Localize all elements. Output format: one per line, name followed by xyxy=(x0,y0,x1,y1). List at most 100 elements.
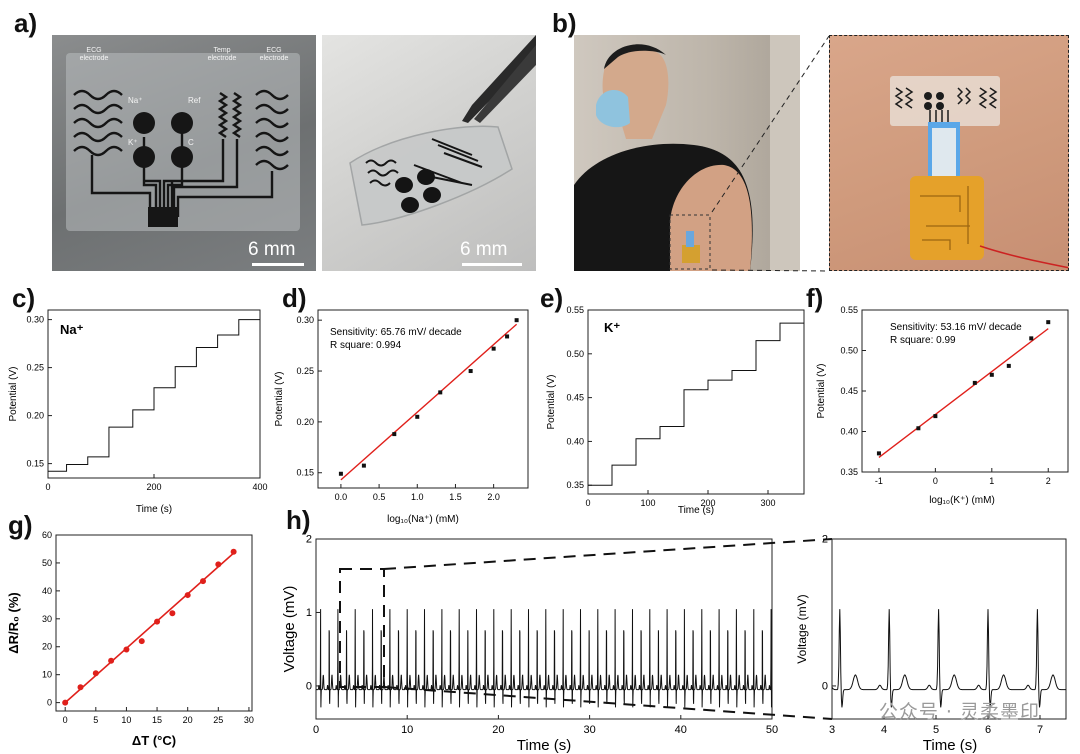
chart-d-point xyxy=(468,369,473,374)
chart-g-point xyxy=(62,699,69,706)
chart-h-xtick-label: 40 xyxy=(675,724,687,736)
chart-d-point xyxy=(438,390,443,395)
chart-g-point xyxy=(169,610,176,617)
chart-hz-xlabel: Time (s) xyxy=(923,737,977,754)
chart-d-annotation-1: Sensitivity: 65.76 mV/ decade xyxy=(330,327,462,338)
chart-c: Na⁺ 0 200 400 0.15 0.20 0.25 0.30 Time (s) Pot… xyxy=(8,309,268,515)
chart-e-ylabel: Potential (V) xyxy=(546,374,557,429)
chart-f-xtick-label: 0 xyxy=(933,476,938,486)
chart-f-xtick-label: 2 xyxy=(1046,476,1051,486)
chart-e-xtick-label: 100 xyxy=(640,498,655,508)
chart-h-series xyxy=(316,609,773,708)
chart-d-point xyxy=(338,471,343,476)
chart-g-point xyxy=(215,561,222,568)
panel-letter-d: d) xyxy=(282,283,307,313)
chart-g-point xyxy=(108,657,115,664)
chart-d-annotation-2: R square: 0.994 xyxy=(330,340,402,351)
chart-hz-ytick-label: 0 xyxy=(822,681,828,693)
e-line-series xyxy=(588,322,804,486)
chart-e-title: K⁺ xyxy=(604,320,620,335)
chart-g-ytick-label: 30 xyxy=(42,614,52,624)
chart-g-xtick-label: 5 xyxy=(93,715,98,725)
chart-f-ytick-label: 0.35 xyxy=(840,467,858,477)
chart-c-ytick-label: 0.15 xyxy=(26,459,44,469)
chart-hz-xtick-label: 5 xyxy=(933,724,939,736)
chart-d-xlabel: log₁₀(Na⁺) (mM) xyxy=(387,514,459,525)
wearer-photo xyxy=(574,35,800,271)
label-ref: Ref xyxy=(188,96,201,105)
chart-d-xtick-label: 2.0 xyxy=(487,492,500,502)
chart-f-point xyxy=(1029,336,1034,341)
scale-label: 6 mm xyxy=(248,239,296,260)
chart-h-xtick-label: 0 xyxy=(313,724,319,736)
c-line-series xyxy=(48,319,260,472)
chart-g-xtick-label: 15 xyxy=(152,715,162,725)
chart-d-ytick-label: 0.30 xyxy=(296,315,314,325)
chart-d-ylabel: Potential (V) xyxy=(274,371,285,426)
chart-h-ytick-label: 2 xyxy=(306,534,312,546)
chart-d-xtick-label: 1.5 xyxy=(449,492,462,502)
chart-f-ytick-label: 0.40 xyxy=(840,427,858,437)
chart-c-ytick-label: 0.30 xyxy=(26,315,44,325)
chart-e-ytick-label: 0.35 xyxy=(566,480,584,490)
chart-h-xtick-label: 10 xyxy=(401,724,413,736)
chart-d-ytick-label: 0.20 xyxy=(296,417,314,427)
chart-d-xtick-label: 1.0 xyxy=(411,492,424,502)
panel-letter-f: f) xyxy=(806,283,824,313)
chart-d-point xyxy=(491,346,496,351)
chart-e-xtick-label: 300 xyxy=(760,498,775,508)
chart-g-point xyxy=(123,646,130,653)
chart-h-ylabel: Voltage (mV) xyxy=(281,586,298,673)
chart-f-annotation-1: Sensitivity: 53.16 mV/ decade xyxy=(890,322,1022,333)
chart-f-xlabel: log₁₀(K⁺) (mM) xyxy=(929,495,995,506)
chart-hz-xtick-label: 3 xyxy=(829,724,835,736)
chart-g-xtick-label: 25 xyxy=(213,715,223,725)
chart-d-point xyxy=(361,463,366,468)
zoom-box xyxy=(339,568,385,688)
chart-h-xlabel: Time (s) xyxy=(517,737,571,754)
chart-g: 0 5 10 15 20 25 30 0 10 20 30 40 50 60 ΔT (°C) ΔR/R₀ … xyxy=(6,530,254,748)
chart-c-ytick-label: 0.20 xyxy=(26,411,44,421)
chart-c-xtick-label: 0 xyxy=(45,482,50,492)
chart-h-xtick-label: 50 xyxy=(766,724,778,736)
chart-g-ylabel: ΔR/R₀ (%) xyxy=(6,592,21,653)
chart-g-ytick-label: 0 xyxy=(47,698,52,708)
chart-f-annotation-2: R square: 0.99 xyxy=(890,335,956,346)
zoom-connector-h xyxy=(383,538,833,720)
chart-e-ytick-label: 0.45 xyxy=(566,393,584,403)
chart-d-point xyxy=(415,414,420,419)
chart-g-xlabel: ΔT (°C) xyxy=(132,733,176,748)
chart-g-point xyxy=(138,638,145,645)
panel-letter-c: c) xyxy=(12,283,36,313)
chart-f-point xyxy=(1046,320,1051,325)
chart-h-xtick-label: 20 xyxy=(492,724,504,736)
chart-hz-xtick-label: 4 xyxy=(881,724,887,736)
chart-g-point xyxy=(92,670,99,677)
chart-d: Sensitivity: 65.76 mV/ decade R square: … xyxy=(274,309,529,525)
chart-f-point xyxy=(933,414,938,419)
panel-letter-h: h) xyxy=(286,505,311,535)
chart-f-ytick-label: 0.55 xyxy=(840,305,858,315)
chart-d-ytick-label: 0.15 xyxy=(296,468,314,478)
chart-h-xtick-label: 30 xyxy=(583,724,595,736)
chart-f-xtick-label: -1 xyxy=(875,476,883,486)
chart-h-ytick-label: 1 xyxy=(306,607,312,619)
chart-f-point xyxy=(1006,363,1011,368)
chart-c-ytick-label: 0.25 xyxy=(26,363,44,373)
chart-g-xtick-label: 0 xyxy=(63,715,68,725)
zoom-connector-b xyxy=(711,35,830,272)
chart-hz-ylabel: Voltage (mV) xyxy=(795,594,809,663)
chart-f-ytick-label: 0.50 xyxy=(840,346,858,356)
chart-h-main: 0 10 20 30 40 50 0 1 2 Time (s) Voltage (mV) xyxy=(281,534,778,754)
chart-d-ytick-label: 0.25 xyxy=(296,366,314,376)
chart-e-ytick-label: 0.40 xyxy=(566,436,584,446)
chart-e-xtick-label: 0 xyxy=(585,498,590,508)
chart-f-fit-line xyxy=(878,328,1049,458)
panel-letter-g: g) xyxy=(8,510,33,540)
chart-g-ytick-label: 20 xyxy=(42,642,52,652)
panel-letter-a: a) xyxy=(14,8,38,38)
bent-device-photo: 6 mm xyxy=(322,35,536,271)
chart-d-point xyxy=(505,334,510,339)
chart-hz-xtick-label: 7 xyxy=(1037,724,1043,736)
chart-g-xtick-label: 30 xyxy=(244,715,254,725)
